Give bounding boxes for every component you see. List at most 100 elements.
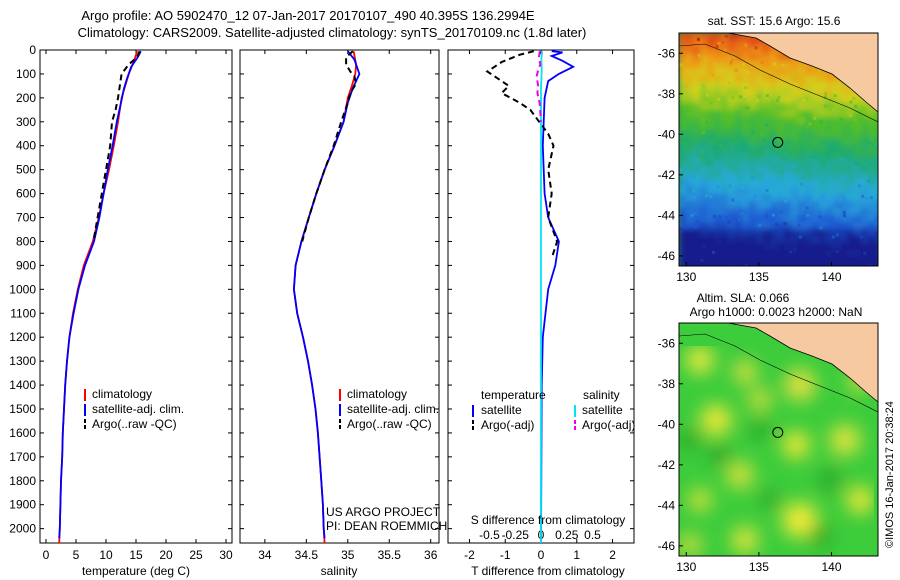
sst-cell [805,257,813,265]
sst-speckle [829,253,833,257]
sst-cell [791,257,799,265]
sst-speckle [853,145,856,149]
sst-cell [707,40,715,48]
sst-cell [805,75,813,83]
sst-speckle [793,77,797,81]
sst-cell [686,89,694,97]
sst-cell [791,264,799,266]
sst-cell [833,131,841,139]
sst-cell [721,138,729,146]
sst-cell [798,243,806,251]
sst-speckle [867,179,871,183]
sst-speckle [719,144,723,148]
sst-cell [805,117,813,125]
sst-cell [819,82,827,90]
sst-cell [728,117,736,125]
sst-speckle [748,59,752,63]
sst-cell [770,180,778,188]
sst-cell [686,229,694,237]
sst-cell [749,159,757,167]
series-line [540,50,576,543]
sst-speckle [681,39,685,43]
sst-cell [854,257,862,265]
sst-cell [714,173,722,181]
sst-cell [791,152,799,160]
sst-cell [770,243,778,251]
sst-speckle [854,119,858,123]
sst-cell [854,194,862,202]
sst-cell [714,215,722,223]
sla-map-frame [678,322,879,557]
sst-cell [735,257,743,265]
sst-speckle [758,223,762,227]
sst-cell [833,152,841,160]
sst-cell [833,166,841,174]
sst-cell [756,124,764,132]
sst-cell [700,138,708,146]
x-tick-label: 35.5 [378,548,402,562]
sst-cell [763,264,771,266]
sst-cell [700,96,708,104]
sst-cell [826,110,834,118]
sst-cell [868,257,876,265]
sst-cell [861,131,869,139]
sst-cell [714,180,722,188]
sst-cell [728,187,736,195]
sst-cell [833,236,841,244]
sst-cell [798,138,806,146]
sst-cell [777,96,785,104]
sst-cell [833,208,841,216]
sst-cell [742,187,750,195]
sst-cell [693,222,701,230]
sst-cell [693,89,701,97]
sst-cell [826,103,834,111]
sst-cell [875,229,878,237]
sst-speckle [779,105,783,109]
sst-cell [777,75,785,83]
sst-cell [756,243,764,251]
sst-cell [721,117,729,125]
sst-cell [686,117,694,125]
sst-speckle [838,149,842,153]
sst-cell [742,110,750,118]
sst-cell [805,215,813,223]
sst-cell [833,124,841,132]
sst-cell [861,229,869,237]
sst-cell [798,110,806,118]
sst-speckle [823,122,827,126]
sst-speckle [818,211,822,215]
sst-cell [756,61,764,69]
legend-label: climatology [347,387,407,401]
sst-cell [854,236,862,244]
x-tick-label: 20 [159,548,173,562]
sst-cell [770,54,778,62]
sst-cell [805,194,813,202]
sst-cell [749,264,757,266]
sst-cell [728,103,736,111]
sst-cell [861,201,869,209]
sst-cell [693,194,701,202]
sst-cell [847,222,855,230]
sst-cell [686,103,694,111]
sst-speckle [776,98,780,102]
sst-speckle [718,67,722,71]
sst-cell [840,257,848,265]
sst-cell [749,75,757,83]
sst-cell [833,75,841,83]
sst-cell [819,145,827,153]
sst-cell [798,75,806,83]
sst-cell [861,236,869,244]
sst-cell [679,222,687,230]
sst-map-image [679,33,878,266]
sst-cell [819,75,827,83]
sst-cell [686,47,694,55]
sst-cell [798,201,806,209]
sst-cell [700,236,708,244]
project-label-line2: PI: DEAN ROEMMICH [326,519,447,533]
sst-cell [700,159,708,167]
sst-cell [693,75,701,83]
sst-cell [868,250,876,258]
sst-cell [749,201,757,209]
map-y-tick-label: -38 [658,87,676,101]
sst-speckle [740,185,744,189]
